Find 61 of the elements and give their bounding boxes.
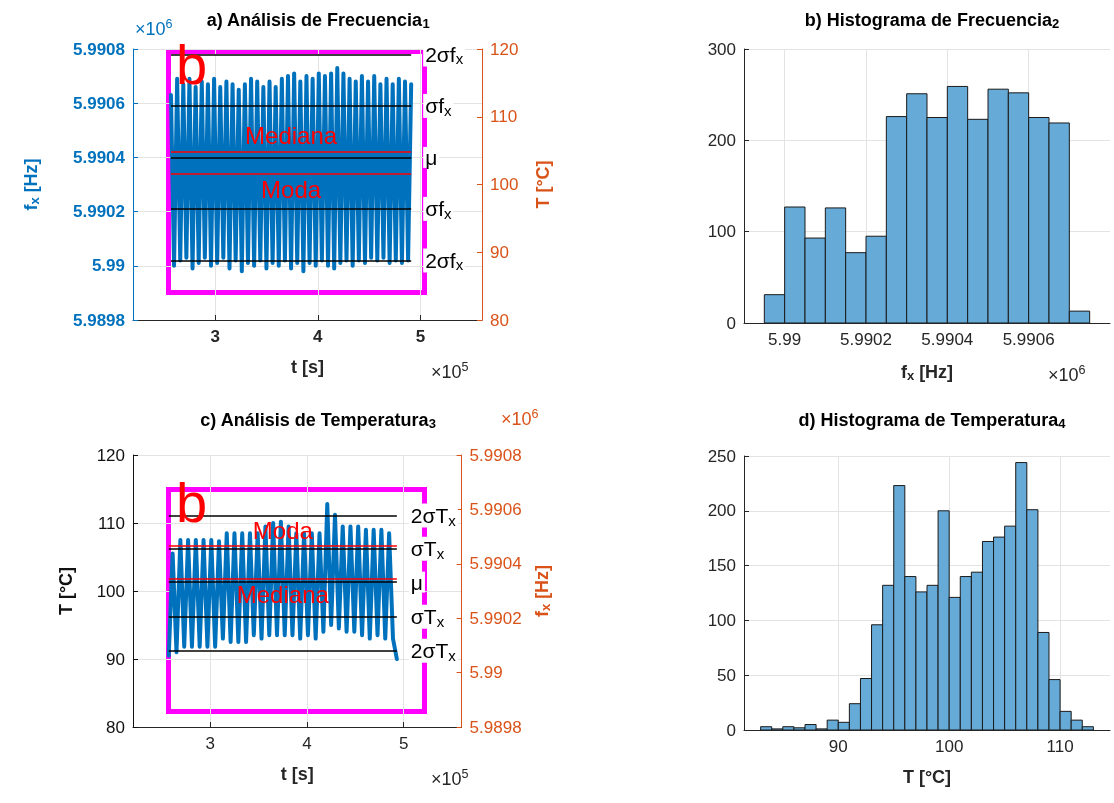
y-tick-label: 100 xyxy=(707,610,736,630)
text: ×10$^{5}$ xyxy=(431,360,469,383)
y2-tick-label: 5.9902 xyxy=(469,608,522,628)
y-tick-label: 120 xyxy=(96,445,125,465)
y-tick-label: 5.9898 xyxy=(73,310,125,330)
text: ×10$^{5}$ xyxy=(431,767,469,790)
y2-tick-label: 5.99 xyxy=(469,663,503,683)
y2-tick-label: 110 xyxy=(490,107,518,127)
y-tick-label: 0 xyxy=(726,720,736,740)
y-axis-title: T [°C] xyxy=(56,566,76,616)
y-tick-label: 5.9908 xyxy=(73,39,125,59)
y-tick-label: 0 xyxy=(726,313,736,333)
y2-axis-title: T [°C] xyxy=(533,160,553,209)
y-tick-label: 200 xyxy=(707,130,736,150)
y-tick-label: 5.99 xyxy=(91,256,125,276)
y-tick-label: 80 xyxy=(106,717,125,737)
ref-line-label: Mediana xyxy=(245,122,338,150)
x-tick-label: 3 xyxy=(210,327,220,346)
x-tick-label: 5.9904 xyxy=(921,330,974,349)
x-tick-label: 5 xyxy=(398,734,409,753)
x-tick-label: 3 xyxy=(205,734,216,753)
y2-tick-label: 5.9898 xyxy=(469,717,522,737)
y-tick-label: 5.9904 xyxy=(73,147,126,167)
y2-tick-label: 5.9908 xyxy=(469,445,522,465)
y2-tick-label: 80 xyxy=(490,310,509,330)
x-tick-label: 5 xyxy=(415,327,426,346)
x-tick-label: 110 xyxy=(1046,737,1074,756)
y-tick-label: 200 xyxy=(707,501,736,521)
y-tick-label: 110 xyxy=(97,513,125,533)
y-tick-label: 5.9902 xyxy=(73,202,125,222)
y2-axis-title: fx [Hz] xyxy=(531,564,553,618)
text: ×10$^{6}$ xyxy=(501,407,539,430)
x-tick-label: 4 xyxy=(302,734,312,753)
text: ×10$^{6}$ xyxy=(1048,363,1086,386)
x-tick-label: 100 xyxy=(934,737,964,756)
y-tick-label: 90 xyxy=(106,649,125,669)
y-tick-label: 100 xyxy=(96,581,125,601)
x-tick-label: 5.9906 xyxy=(1002,330,1055,349)
y2-tick-label: 90 xyxy=(490,242,509,262)
y2-tick-label: 100 xyxy=(490,175,519,194)
x-axis-title: t [s] xyxy=(280,764,314,784)
y2-tick-label: 120 xyxy=(490,39,519,59)
ref-line-label: μ xyxy=(410,570,423,594)
y-tick-label: 5.9906 xyxy=(73,93,125,113)
y2-tick-label: 5.9906 xyxy=(469,499,522,519)
y-tick-label: 250 xyxy=(707,446,736,466)
x-tick-label: 5.99 xyxy=(768,330,802,349)
y2-tick-label: 5.9904 xyxy=(469,554,522,574)
y-tick-label: 50 xyxy=(717,665,736,685)
y-tick-label: 150 xyxy=(707,556,736,576)
ref-line-label: μ xyxy=(425,145,438,169)
x-axis-title: t [s] xyxy=(291,357,324,377)
ref-line-label: Moda xyxy=(261,176,322,204)
y-tick-label: 300 xyxy=(707,39,736,59)
x-tick-label: 4 xyxy=(313,327,324,346)
x-tick-label: 90 xyxy=(828,737,848,756)
x-axis-title: T [°C] xyxy=(902,767,952,787)
y-tick-label: 100 xyxy=(707,222,736,242)
text: ×10$^{6}$ xyxy=(135,17,173,40)
x-tick-label: 5.9902 xyxy=(840,330,892,349)
y-axis-title: fx [Hz] xyxy=(20,158,42,211)
